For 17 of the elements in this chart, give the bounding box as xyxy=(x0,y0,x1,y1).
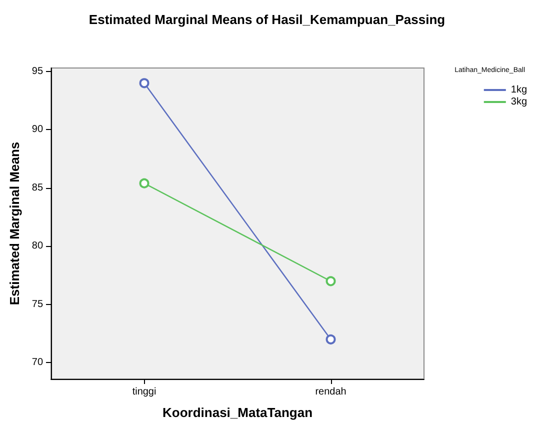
y-axis-title: Estimated Marginal Means xyxy=(7,142,22,306)
x-tick-label: tinggi xyxy=(132,386,156,398)
y-tick-label: 80 xyxy=(32,240,44,252)
point xyxy=(326,334,336,344)
y-tick-label: 85 xyxy=(32,182,44,194)
x-tick-label: rendah xyxy=(315,386,346,398)
y-tick-label: 90 xyxy=(32,124,44,136)
x-axis-title: Koordinasi_MataTangan xyxy=(162,405,313,420)
point xyxy=(326,276,336,286)
chart-title: Estimated Marginal Means of Hasil_Kemampuan_Passing xyxy=(88,12,446,27)
legend-label: 3kg xyxy=(510,96,527,108)
point xyxy=(139,78,150,88)
y-tick-label: 95 xyxy=(32,66,44,77)
point xyxy=(139,178,150,188)
y-tick-label: 70 xyxy=(32,357,44,368)
y-tick-label: 75 xyxy=(32,298,44,310)
legend-label: 1kg xyxy=(510,84,527,96)
